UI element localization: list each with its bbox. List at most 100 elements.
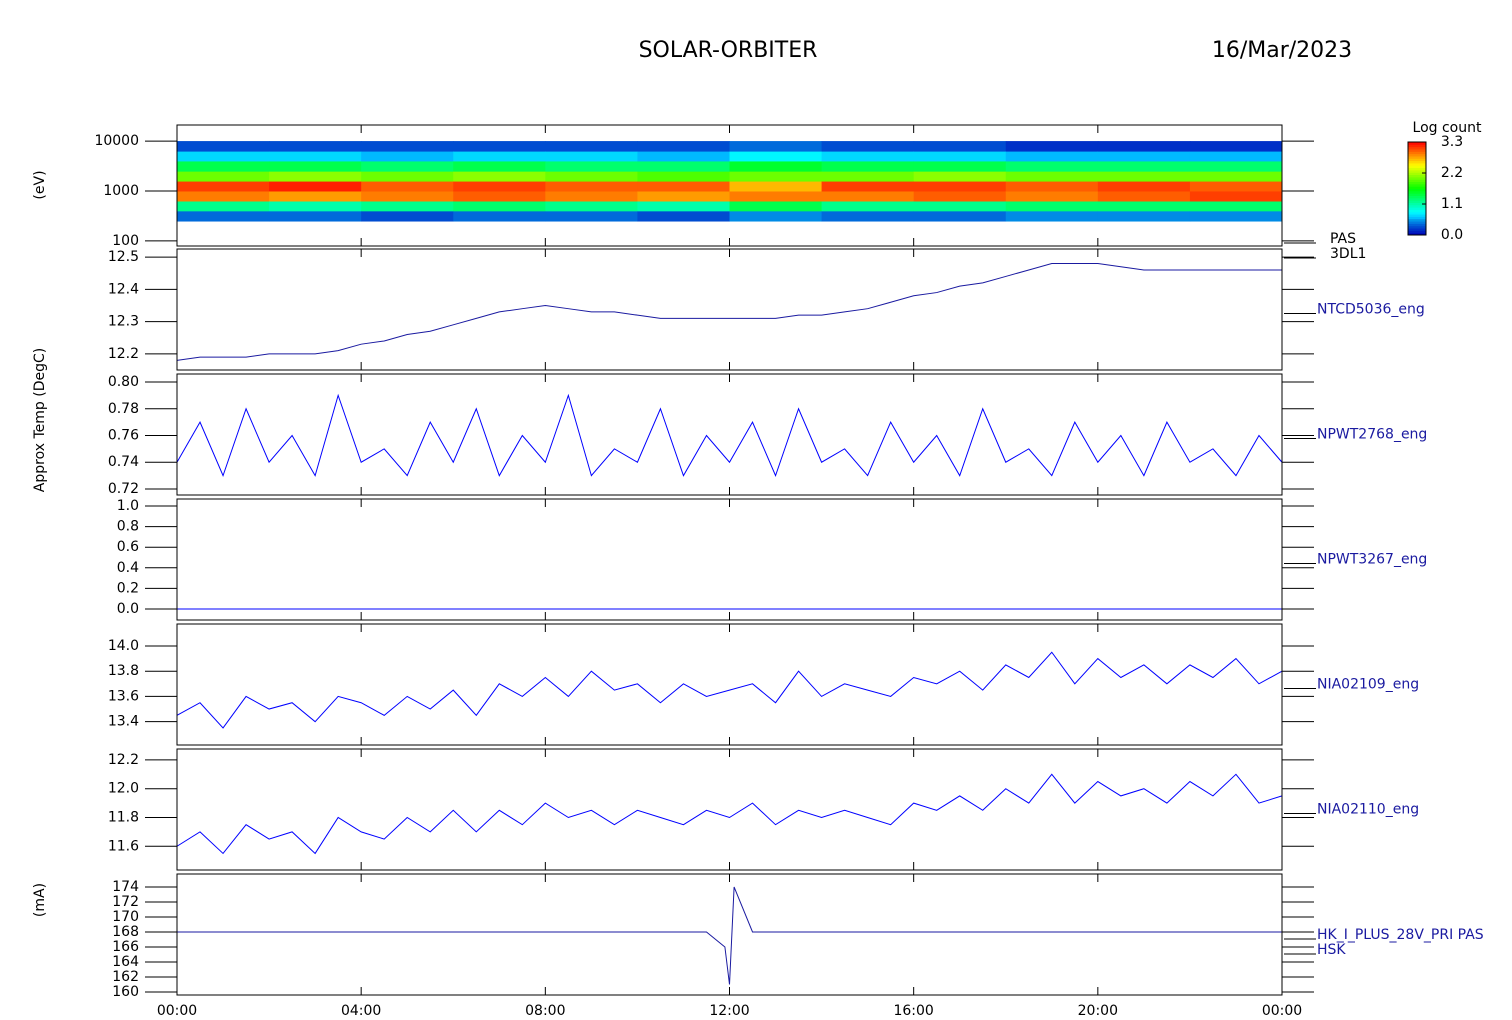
heatmap-cell <box>637 141 730 152</box>
heatmap-cell <box>1005 181 1099 192</box>
colorbar-frame <box>1407 141 1427 236</box>
heatmap-cell <box>177 200 270 212</box>
colorbar-slice <box>1408 223 1426 227</box>
heatmap-cell <box>1189 190 1283 202</box>
colorbar-label: Log count <box>1413 120 1482 136</box>
heatmap-cell <box>913 190 1007 202</box>
heatmap-cell <box>269 200 362 212</box>
colorbar-slice <box>1408 181 1426 185</box>
colorbar-slice <box>1408 197 1426 201</box>
heatmap-cell <box>1189 141 1283 152</box>
heatmap-cell <box>1189 151 1283 162</box>
colorbar-slice <box>1408 174 1426 178</box>
series-line <box>176 393 1283 477</box>
heatmap-cell <box>545 141 638 152</box>
heatmap-cell <box>729 151 823 162</box>
panel-frame <box>176 373 1283 496</box>
heatmap-cell <box>177 141 270 152</box>
colorbar-slice <box>1408 211 1426 215</box>
heatmap-cell <box>269 181 362 192</box>
y-tick-label: 0.8 <box>117 519 139 535</box>
y-tick-label: 162 <box>112 969 139 985</box>
heatmap-cell <box>545 171 638 182</box>
heatmap-cell <box>545 190 638 202</box>
y-tick-label: 0.4 <box>117 560 139 576</box>
colorbar-slice <box>1408 188 1426 192</box>
x-tick-label: 20:00 <box>1078 1003 1118 1019</box>
heatmap-cell <box>729 190 823 202</box>
series-line <box>176 773 1283 855</box>
heatmap-cell <box>913 200 1007 212</box>
y-tick-label: 12.2 <box>108 752 139 768</box>
heatmap-cell <box>637 151 730 162</box>
heatmap-cell <box>545 200 638 212</box>
panel-frame <box>176 248 1283 371</box>
right-label: NIA02109_eng <box>1317 677 1419 693</box>
heatmap-cell <box>1005 200 1099 212</box>
y-tick-label: 0.72 <box>108 481 139 497</box>
right-label: NPWT3267_eng <box>1317 552 1427 568</box>
right-label: HK_I_PLUS_28V_PRI PAS <box>1317 927 1484 943</box>
colorbar-slice <box>1408 167 1426 171</box>
y-tick-label: 0.2 <box>117 580 139 596</box>
y-tick-label: 0.74 <box>108 454 139 470</box>
colorbar-slice <box>1408 214 1426 217</box>
x-tick-label: 16:00 <box>893 1003 933 1019</box>
heatmap-cell <box>637 160 730 172</box>
series-line <box>176 263 1282 361</box>
heatmap-cell <box>637 181 730 192</box>
heatmap-cell <box>1097 190 1191 202</box>
y-tick-label: 13.8 <box>108 663 139 679</box>
y-tick-label: 172 <box>112 894 139 910</box>
y-tick-label: 0.80 <box>108 374 139 390</box>
heatmap-cell <box>177 151 270 162</box>
colorbar-slice <box>1408 193 1426 196</box>
heatmap-cell <box>1097 210 1191 222</box>
heatmap-cell <box>1005 210 1099 222</box>
colorbar-slice <box>1408 160 1426 164</box>
heatmap-cell <box>1005 190 1099 202</box>
colorbar-slice <box>1408 162 1426 166</box>
right-label: 3DL1 <box>1330 246 1366 262</box>
chart-date: 16/Mar/2023 <box>1212 38 1352 63</box>
colorbar-slice <box>1408 195 1426 199</box>
heatmap-cell <box>1097 151 1191 162</box>
heatmap-cell <box>1097 141 1191 152</box>
colorbar-slice <box>1408 230 1426 234</box>
y-tick-label: 12.5 <box>108 249 139 265</box>
x-tick-label: 00:00 <box>157 1003 197 1019</box>
heatmap-cell <box>913 210 1007 222</box>
colorbar-slice <box>1408 151 1426 155</box>
y-tick-label: 13.4 <box>108 714 139 730</box>
x-tick-label: 12:00 <box>709 1003 749 1019</box>
heatmap-cell <box>453 171 546 182</box>
y-tick-label: 13.6 <box>108 688 139 704</box>
colorbar-slice <box>1408 207 1426 210</box>
heatmap-cell <box>821 141 915 152</box>
right-label: NPWT2768_eng <box>1317 427 1427 443</box>
heatmap-cell <box>361 141 454 152</box>
colorbar-slice <box>1408 165 1426 169</box>
y-axis-label: (mA) <box>32 883 48 917</box>
y-tick-label: 11.8 <box>108 809 139 825</box>
heatmap-cell <box>821 160 915 172</box>
right-label: HSK <box>1317 942 1346 958</box>
heatmap-cell <box>1005 151 1099 162</box>
colorbar-tick-label: 2.2 <box>1441 165 1463 181</box>
chart-title: SOLAR-ORBITER <box>639 38 818 63</box>
y-tick-label: 160 <box>112 984 139 1000</box>
heatmap-cell <box>177 181 270 192</box>
x-tick-label: 00:00 <box>1262 1003 1302 1019</box>
panel-frame <box>176 748 1283 871</box>
heatmap-cell <box>821 210 915 222</box>
heatmap-cell <box>361 190 454 202</box>
heatmap-cell <box>361 171 454 182</box>
heatmap-cell <box>177 190 270 202</box>
heatmap-cell <box>637 190 730 202</box>
colorbar-tick-label: 0.0 <box>1441 227 1463 243</box>
colorbar-slice <box>1408 204 1426 208</box>
heatmap-cell <box>913 181 1007 192</box>
heatmap-cell <box>545 210 638 222</box>
colorbar-slice <box>1408 148 1426 152</box>
